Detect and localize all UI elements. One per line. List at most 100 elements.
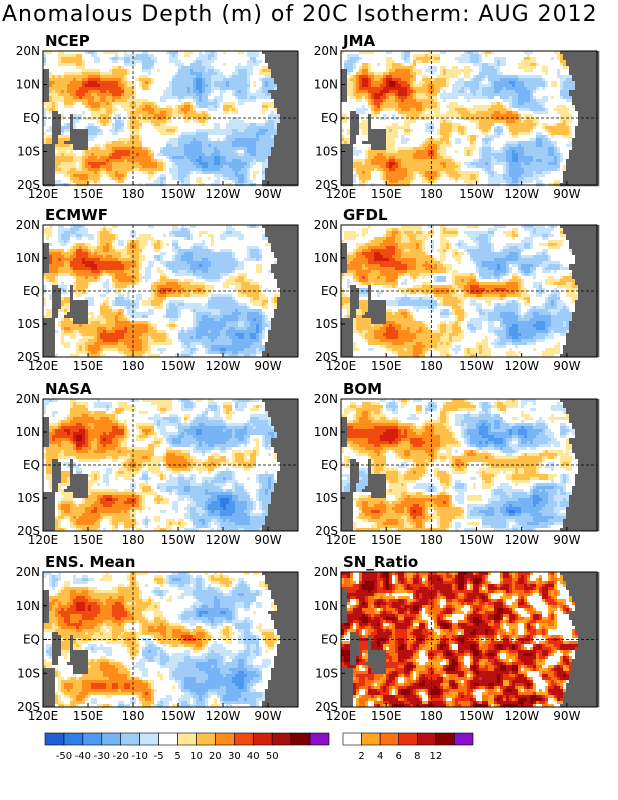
colorbar-swatch <box>362 733 381 745</box>
y-tick-label: 10S <box>315 145 338 159</box>
colorbar-label: -50 <box>56 751 72 762</box>
y-tick-label: 10S <box>17 317 40 331</box>
colorbar-swatch <box>253 733 272 745</box>
x-tick-label: 90W <box>254 709 281 723</box>
x-tick-label: 120W <box>206 709 241 723</box>
y-tick-label: 20N <box>314 565 338 579</box>
y-tick-label: EQ <box>321 284 338 298</box>
x-tick-label: 120W <box>504 533 539 547</box>
y-tick-label: EQ <box>23 111 40 125</box>
colorbar-label: 12 <box>429 751 442 762</box>
y-tick-label: 10N <box>16 425 40 439</box>
y-tick-label: 10S <box>17 491 40 505</box>
x-tick-label: 120W <box>206 533 241 547</box>
colorbar-label: -20 <box>113 751 129 762</box>
y-tick-label: 10S <box>17 666 40 680</box>
colorbar-label: -10 <box>131 751 147 762</box>
x-tick-label: 180 <box>122 187 145 201</box>
colorbar-swatch <box>417 733 436 745</box>
colorbar-sn-ratio: 2 4 6 8 12 <box>343 733 473 762</box>
field <box>341 572 599 707</box>
y-tick-label: 20S <box>315 178 338 192</box>
x-tick-label: 90W <box>553 709 580 723</box>
y-tick-label: 20N <box>314 218 338 232</box>
x-tick-label: 120W <box>206 187 241 201</box>
y-tick-label: 10N <box>314 251 338 265</box>
colorbar-swatch <box>159 733 178 745</box>
colorbar-swatch <box>140 733 159 745</box>
x-tick-label: 90W <box>553 359 580 373</box>
panel-title: NASA <box>45 380 92 398</box>
x-tick-label: 150E <box>73 187 104 201</box>
field <box>341 225 599 357</box>
panel-title: ENS. Mean <box>45 553 135 571</box>
field <box>341 399 599 531</box>
panel-title: JMA <box>342 32 376 50</box>
y-tick-label: EQ <box>23 633 40 647</box>
colorbar-swatch <box>343 733 362 745</box>
figure: 120E 150E 180 150W 120W 90W20N10NEQ10S20SNCEP… <box>0 0 618 800</box>
panel-title: ECMWF <box>45 206 108 224</box>
x-tick-label: 150W <box>459 187 494 201</box>
y-tick-label: 10N <box>16 599 40 613</box>
x-tick-label: 150E <box>371 533 402 547</box>
colorbar-swatch <box>64 733 83 745</box>
y-tick-label: 20N <box>16 392 40 406</box>
y-tick-label: 10N <box>314 599 338 613</box>
y-tick-label: EQ <box>23 284 40 298</box>
y-tick-label: 10N <box>16 251 40 265</box>
x-tick-label: 150W <box>459 359 494 373</box>
y-tick-label: 20N <box>16 218 40 232</box>
x-tick-label: 150W <box>161 533 196 547</box>
x-tick-label: 150E <box>371 709 402 723</box>
y-tick-label: EQ <box>321 458 338 472</box>
colorbar-swatch <box>102 733 121 745</box>
colorbar-label: 2 <box>358 751 364 762</box>
y-tick-label: 10N <box>314 425 338 439</box>
colorbar-swatch <box>399 733 418 745</box>
y-tick-label: 10S <box>315 317 338 331</box>
colorbar-label: 40 <box>247 751 260 762</box>
colorbar-swatch <box>215 733 234 745</box>
colorbar-swatch <box>310 733 329 745</box>
x-tick-label: 120W <box>206 359 241 373</box>
colorbar-label: 10 <box>190 751 203 762</box>
x-tick-label: 180 <box>420 533 443 547</box>
x-tick-label: 180 <box>122 359 145 373</box>
y-tick-label: 20S <box>17 178 40 192</box>
colorbar-swatch <box>436 733 455 745</box>
colorbar-label: -30 <box>94 751 110 762</box>
y-tick-label: 20S <box>315 700 338 714</box>
y-tick-label: 10S <box>315 666 338 680</box>
colorbar-label: 50 <box>266 751 279 762</box>
x-tick-label: 150W <box>459 533 494 547</box>
colorbar-swatch <box>272 733 291 745</box>
x-tick-label: 150W <box>459 709 494 723</box>
y-tick-label: 20S <box>17 350 40 364</box>
y-tick-label: 20N <box>314 392 338 406</box>
x-tick-label: 150E <box>73 533 104 547</box>
colorbar-label: 6 <box>396 751 402 762</box>
x-tick-label: 120W <box>504 187 539 201</box>
y-tick-label: 10N <box>314 78 338 92</box>
field <box>341 51 599 186</box>
colorbar-swatch <box>234 733 253 745</box>
y-tick-label: 10S <box>17 145 40 159</box>
colorbar-label: 8 <box>414 751 420 762</box>
x-tick-label: 90W <box>254 187 281 201</box>
panel-title: BOM <box>343 380 382 398</box>
y-tick-label: EQ <box>23 458 40 472</box>
x-tick-label: 150E <box>371 359 402 373</box>
x-tick-label: 180 <box>420 359 443 373</box>
x-tick-label: 180 <box>122 709 145 723</box>
y-tick-label: 20N <box>16 44 40 58</box>
x-tick-label: 150W <box>161 359 196 373</box>
x-tick-label: 150E <box>73 709 104 723</box>
x-tick-label: 180 <box>420 709 443 723</box>
colorbar-swatch <box>196 733 215 745</box>
x-tick-label: 150W <box>161 187 196 201</box>
y-tick-label: 20N <box>314 44 338 58</box>
